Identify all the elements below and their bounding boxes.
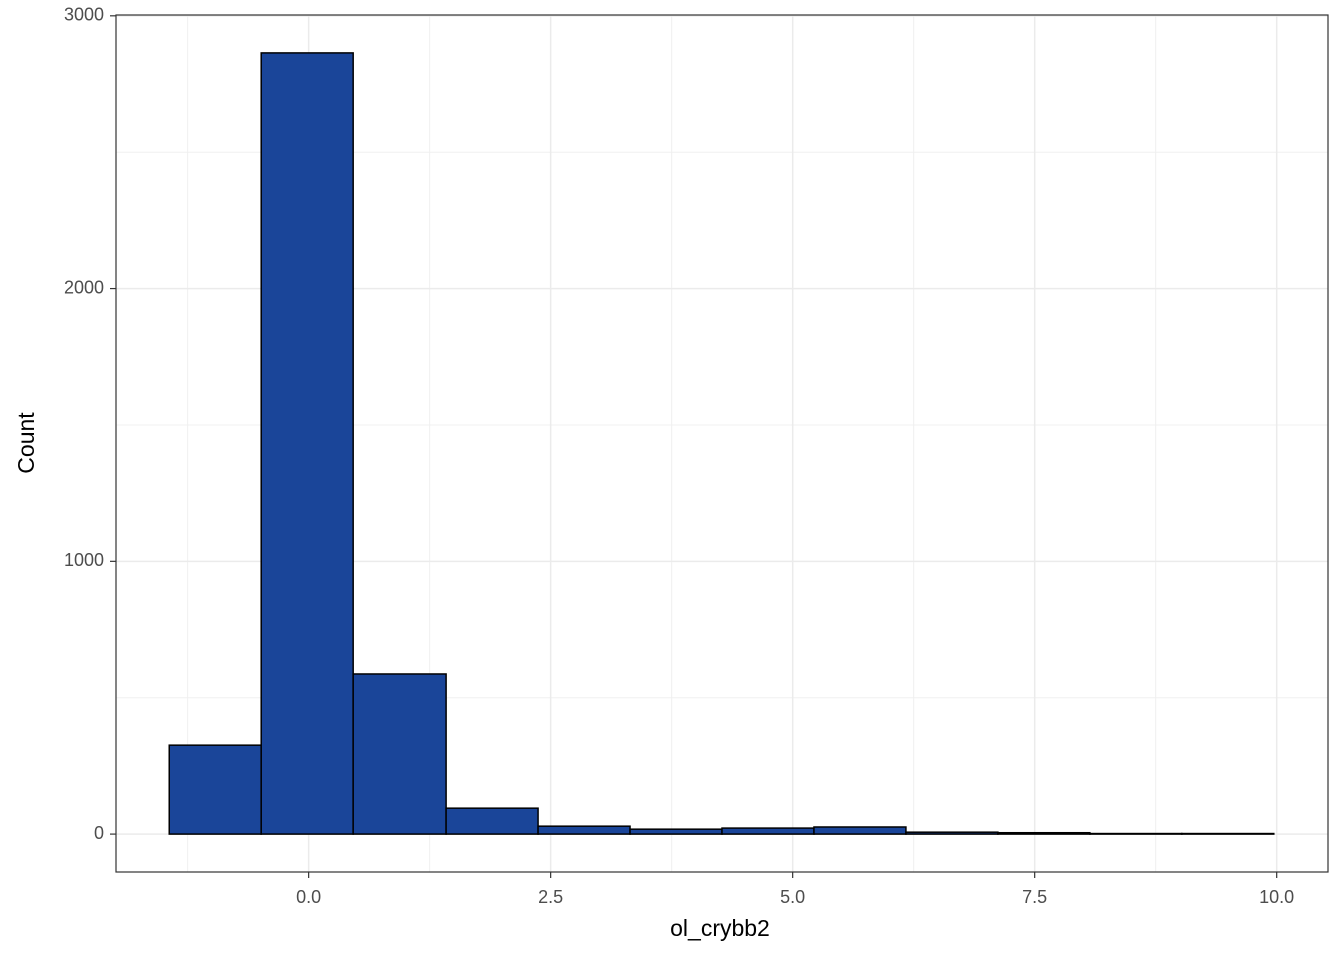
y-tick-label: 1000 (64, 550, 104, 570)
histogram-bar (1089, 832, 1183, 835)
histogram-bar (445, 807, 539, 835)
plot-border (115, 14, 1329, 873)
x-tick-label: 5.0 (780, 887, 805, 907)
y-tick-label: 0 (94, 823, 104, 843)
y-tick-label: 3000 (64, 5, 104, 25)
y-tick-label: 2000 (64, 277, 104, 297)
histogram-bar (537, 825, 631, 835)
histogram-bar (905, 831, 999, 835)
histogram-bar (1181, 832, 1275, 835)
x-tick-label: 2.5 (538, 887, 563, 907)
histogram-bar (168, 744, 262, 835)
histogram-bar (997, 831, 1091, 835)
histogram-bar (260, 52, 354, 835)
histogram-bar (629, 828, 723, 835)
x-tick-label: 7.5 (1022, 887, 1047, 907)
x-tick-label: 0.0 (296, 887, 321, 907)
x-axis-label: ol_crybb2 (670, 915, 770, 941)
histogram-bar (813, 826, 907, 835)
histogram-bar (721, 827, 815, 835)
x-tick-label: 10.0 (1259, 887, 1294, 907)
y-axis-label: Count (13, 412, 39, 474)
histogram-bar (352, 673, 447, 835)
